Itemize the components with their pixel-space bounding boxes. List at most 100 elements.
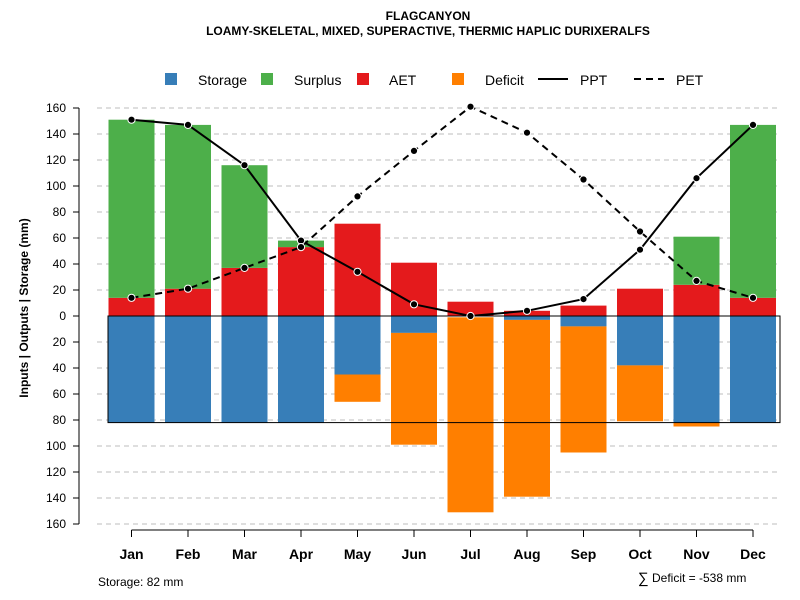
surplus-bar	[221, 165, 268, 268]
surplus-legend-swatch	[261, 73, 273, 85]
storage-bar	[560, 316, 607, 327]
pet-point	[127, 293, 136, 302]
pet-point	[183, 284, 193, 293]
pet-point	[240, 263, 249, 272]
storage-bar	[278, 316, 324, 423]
y-tick-label: 100	[46, 179, 66, 193]
ppt-point	[127, 115, 136, 124]
month-label: Jun	[402, 546, 427, 562]
aet-bar	[278, 247, 324, 316]
pet-line	[131, 105, 754, 299]
legend: Storage Surplus AET Deficit PPT PET	[165, 72, 704, 88]
ppt-legend-label: PPT	[580, 72, 608, 88]
deficit-legend-swatch	[452, 73, 464, 85]
deficit-bar	[560, 326, 607, 453]
aet-bar	[221, 267, 268, 316]
aet-bar	[447, 301, 494, 316]
aet-bar	[165, 288, 211, 316]
y-tick-label: 60	[53, 387, 67, 401]
aet-bar	[617, 288, 663, 316]
month-label: Mar	[232, 546, 257, 562]
y-tick-label: 20	[53, 283, 67, 297]
y-tick-label: 40	[53, 361, 67, 375]
deficit-bar	[504, 319, 550, 497]
storage-capacity-box	[107, 315, 781, 424]
deficit-note: Deficit = -538 mm	[652, 571, 746, 585]
storage-bar	[165, 316, 211, 423]
ppt-point	[692, 174, 701, 183]
chart-subtitle: LOAMY-SKELETAL, MIXED, SUPERACTIVE, THER…	[206, 24, 650, 38]
storage-bar	[730, 316, 776, 423]
storage-note: Storage: 82 mm	[98, 575, 183, 589]
series-lines	[127, 102, 758, 321]
y-tick-label: 80	[53, 205, 67, 219]
surplus-bar	[673, 236, 720, 285]
storage-legend-swatch	[165, 73, 177, 85]
y-tick-label: 120	[46, 153, 66, 167]
storage-capacity-outline	[107, 315, 781, 424]
deficit-bar	[617, 365, 663, 422]
storage-bar	[108, 316, 155, 423]
deficit-legend-label: Deficit	[485, 72, 524, 88]
month-label: Feb	[176, 546, 201, 562]
pet-point	[353, 192, 362, 201]
month-label: Dec	[740, 546, 766, 562]
y-tick-label: 140	[46, 491, 66, 505]
gridlines	[97, 107, 780, 525]
month-label: Aug	[513, 546, 540, 562]
month-label: Sep	[571, 546, 597, 562]
y-tick-label: 80	[53, 413, 67, 427]
y-tick-label: 60	[53, 231, 67, 245]
surplus-bar	[165, 124, 211, 289]
bars	[108, 119, 776, 513]
y-tick-label: 160	[46, 517, 66, 531]
pet-point	[409, 146, 419, 155]
storage-bar	[617, 316, 663, 366]
deficit-bar	[673, 422, 720, 427]
ppt-point	[240, 161, 249, 170]
storage-bar	[504, 316, 550, 320]
y-tick-label: 160	[46, 101, 66, 115]
ppt-point	[466, 311, 475, 321]
storage-bar	[391, 316, 437, 333]
aet-bar	[108, 297, 155, 316]
deficit-bar	[391, 332, 437, 445]
aet-legend-label: AET	[389, 72, 417, 88]
ppt-point	[353, 267, 362, 276]
ppt-line	[131, 118, 754, 318]
y-tick-label: 100	[46, 439, 66, 453]
storage-bar	[221, 316, 268, 423]
ppt-point	[409, 300, 419, 309]
month-label: Nov	[683, 546, 710, 562]
ppt-point	[748, 120, 758, 130]
chart-title: FLAGCANYON	[386, 9, 471, 23]
month-label: Jul	[460, 546, 480, 562]
aet-legend-swatch	[357, 73, 369, 85]
pet-legend-label: PET	[676, 72, 704, 88]
y-tick-label: 120	[46, 465, 66, 479]
surplus-bar	[108, 119, 155, 298]
month-label: Apr	[289, 546, 314, 562]
pet-point	[635, 227, 645, 236]
deficit-bar	[334, 374, 381, 402]
ppt-point	[522, 306, 532, 315]
x-axis: Jan Feb Mar Apr May Jun Jul Aug Sep Oct Nov Dec	[119, 529, 766, 562]
y-tick-label: 20	[53, 335, 67, 349]
month-label: Oct	[628, 546, 652, 562]
ppt-point	[579, 295, 588, 304]
y-tick-label: 40	[53, 257, 67, 271]
storage-bar	[334, 316, 381, 375]
storage-bar	[673, 316, 720, 423]
pet-point	[692, 276, 701, 285]
deficit-bar	[447, 317, 494, 513]
surplus-legend-label: Surplus	[294, 72, 341, 88]
storage-legend-label: Storage	[198, 72, 247, 88]
surplus-bar	[730, 124, 776, 298]
pet-point	[466, 102, 475, 111]
y-axis: 160 140 120 100 80 60 40 20 0 20 40 60 80 100 120 140 16…	[46, 101, 80, 531]
aet-bar	[673, 284, 720, 316]
month-label: Jan	[119, 546, 143, 562]
aet-bar	[730, 297, 776, 316]
ppt-point	[635, 245, 645, 254]
